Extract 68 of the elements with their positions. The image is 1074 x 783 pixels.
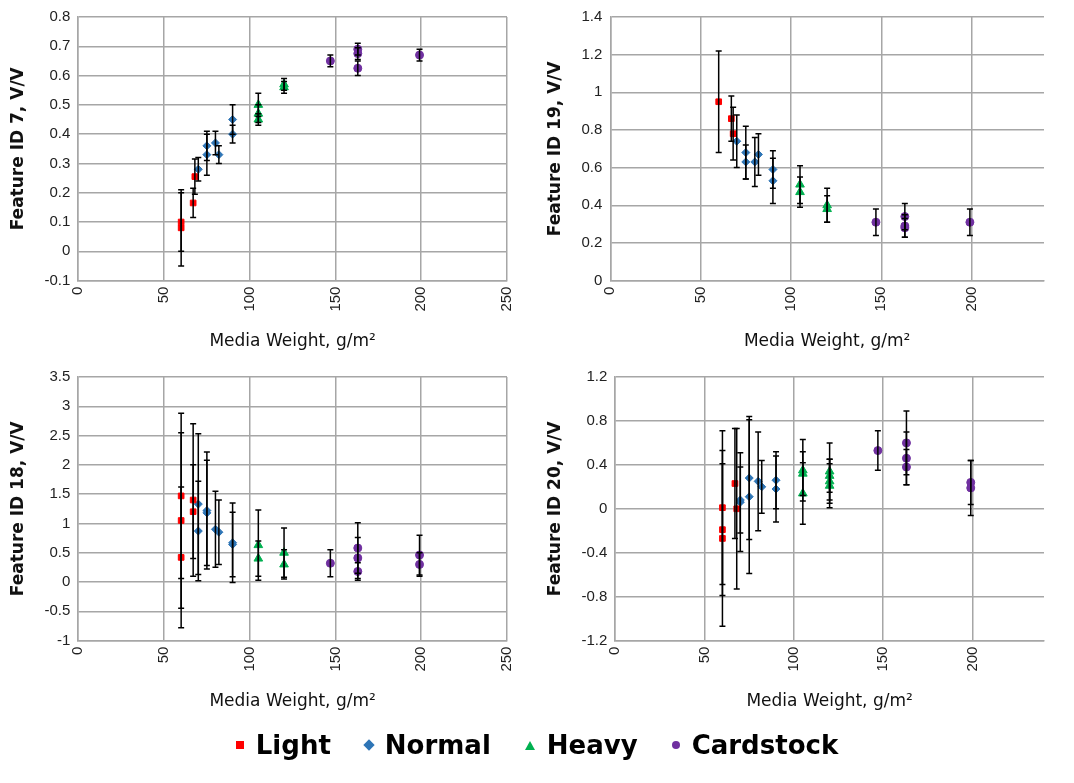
legend-label: Cardstock: [691, 730, 839, 760]
x-tick-label: 100: [781, 286, 799, 312]
y-axis-title: Feature ID 7, V/V: [6, 66, 27, 231]
y-tick-label: 2.5: [49, 425, 71, 443]
y-tick-label: 0.3: [49, 153, 71, 171]
y-tick-label: 3: [61, 396, 71, 414]
x-tick-label: 100: [239, 646, 257, 672]
x-tick-label: 150: [325, 646, 343, 672]
y-tick-label: 1: [61, 513, 71, 531]
y-tick-label: 1.2: [586, 367, 608, 385]
x-tick-label: 200: [961, 286, 979, 312]
y-tick-label: 0: [61, 241, 71, 259]
y-tick-label: -0.4: [581, 542, 608, 560]
x-tick-label: 50: [154, 286, 172, 304]
y-tick-label: 0.8: [586, 411, 608, 429]
x-tick-label: 150: [325, 286, 343, 312]
x-tick-label: 50: [154, 646, 172, 664]
legend-label: Heavy: [546, 730, 638, 760]
x-tick-label: 50: [694, 646, 712, 664]
x-tick-label: 0: [605, 646, 623, 655]
x-tick-label: 100: [239, 286, 257, 312]
x-tick-label: 200: [411, 646, 429, 672]
legend-label: Normal: [384, 730, 491, 760]
y-tick-label: 3.5: [49, 367, 71, 385]
y-tick-label: 0.7: [49, 36, 71, 54]
y-tick-label: 0.2: [49, 182, 71, 200]
legend-label: Light: [255, 730, 331, 760]
y-tick-label: 0.6: [581, 157, 603, 175]
x-tick-label: 200: [411, 286, 429, 312]
y-tick-label: -1: [56, 630, 71, 648]
y-tick-label: 0.8: [49, 7, 71, 25]
x-tick-label: 250: [497, 646, 515, 672]
y-tick-label: 0.4: [586, 455, 608, 472]
x-axis-title: Media Weight, g/m²: [209, 330, 376, 351]
y-tick-label: 1.5: [49, 484, 71, 502]
x-tick-label: 150: [871, 286, 889, 312]
x-tick-label: 0: [68, 646, 86, 655]
x-tick-label: 250: [497, 286, 515, 312]
y-tick-label: 0.4: [581, 195, 603, 213]
y-tick-label: 0.1: [49, 212, 71, 230]
y-tick-label: 0: [598, 498, 608, 516]
y-tick-label: 2: [61, 455, 71, 472]
x-tick-label: 200: [962, 646, 980, 672]
y-axis-title: Feature ID 18, V/V: [6, 420, 27, 597]
x-axis-title: Media Weight, g/m²: [743, 330, 911, 351]
y-tick-label: -0.8: [581, 586, 608, 604]
y-tick-label: 0.2: [581, 233, 603, 251]
y-axis-title: Feature ID 20, V/V: [543, 420, 564, 597]
x-tick-label: 100: [784, 646, 802, 672]
y-tick-label: 0.5: [49, 542, 71, 560]
y-axis-title: Feature ID 19, V/V: [543, 60, 564, 237]
y-tick-label: 0: [61, 572, 71, 590]
y-tick-label: 1.2: [581, 44, 603, 62]
x-tick-label: 0: [600, 286, 618, 295]
y-tick-label: -0.5: [44, 601, 71, 619]
y-tick-label: 1.4: [581, 7, 603, 25]
x-tick-label: 50: [690, 286, 708, 304]
y-tick-label: -1.2: [581, 630, 608, 648]
y-tick-label: 0.6: [49, 65, 71, 83]
y-tick-label: 0.8: [581, 120, 603, 138]
y-tick-label: -0.1: [44, 270, 71, 288]
y-tick-label: 0.5: [49, 95, 71, 112]
y-tick-label: 0.4: [49, 124, 71, 142]
x-axis-title: Media Weight, g/m²: [209, 690, 376, 711]
x-tick-label: 0: [68, 286, 86, 295]
x-tick-label: 150: [873, 646, 891, 672]
y-tick-label: 1: [593, 82, 603, 100]
x-axis-title: Media Weight, g/m²: [746, 690, 913, 711]
